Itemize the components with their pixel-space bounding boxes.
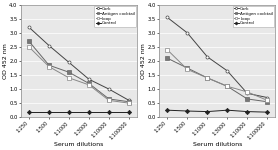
Cork (245, 92, 249, 94)
Loop (245, 91, 249, 93)
Loop (87, 84, 91, 86)
Antigen cocktail (166, 57, 169, 59)
Control (245, 111, 249, 112)
Antigen cocktail (27, 40, 31, 42)
Cork (186, 32, 189, 34)
Cork (27, 26, 31, 28)
Antigen cocktail (206, 77, 209, 79)
Cork (107, 88, 111, 90)
Antigen cocktail (186, 67, 189, 69)
Cork (87, 78, 91, 80)
Control (186, 110, 189, 112)
X-axis label: Serum dilutions: Serum dilutions (54, 142, 104, 147)
Line: Loop: Loop (166, 48, 269, 102)
Y-axis label: OD 452 nm: OD 452 nm (141, 43, 146, 79)
Line: Cork: Cork (166, 16, 269, 99)
Control (206, 111, 209, 112)
Loop (186, 69, 189, 70)
Antigen cocktail (245, 98, 249, 100)
X-axis label: Serum dilutions: Serum dilutions (193, 142, 242, 147)
Antigen cocktail (265, 101, 269, 103)
Control (225, 109, 229, 111)
Antigen cocktail (107, 98, 111, 100)
Line: Control: Control (28, 110, 130, 113)
Y-axis label: OD 452 nm: OD 452 nm (3, 43, 8, 79)
Line: Antigen cocktail: Antigen cocktail (28, 40, 130, 103)
Loop (47, 66, 51, 68)
Cork (206, 56, 209, 58)
Line: Control: Control (166, 109, 269, 114)
Line: Loop: Loop (28, 45, 130, 105)
Antigen cocktail (127, 101, 131, 103)
Antigen cocktail (87, 83, 91, 84)
Control (265, 111, 269, 113)
Control (27, 111, 31, 112)
Loop (225, 85, 229, 87)
Loop (27, 46, 31, 48)
Line: Cork: Cork (28, 26, 130, 102)
Control (107, 111, 111, 112)
Cork (47, 45, 51, 46)
Cork (127, 99, 131, 101)
Control (67, 111, 71, 112)
Legend: Cork, Antigen cocktail, Loop, Control: Cork, Antigen cocktail, Loop, Control (94, 6, 136, 27)
Cork (225, 70, 229, 72)
Loop (206, 77, 209, 79)
Cork (67, 61, 71, 63)
Loop (67, 77, 71, 79)
Control (47, 111, 51, 112)
Line: Antigen cocktail: Antigen cocktail (166, 57, 269, 103)
Control (87, 111, 91, 112)
Antigen cocktail (67, 71, 71, 73)
Loop (265, 99, 269, 101)
Cork (265, 97, 269, 98)
Loop (107, 99, 111, 101)
Control (127, 111, 131, 112)
Control (166, 109, 169, 111)
Cork (166, 16, 169, 18)
Legend: Cork, Antigen cocktail, Loop, Control: Cork, Antigen cocktail, Loop, Control (233, 6, 274, 27)
Antigen cocktail (225, 85, 229, 87)
Loop (127, 102, 131, 104)
Antigen cocktail (47, 64, 51, 66)
Loop (166, 49, 169, 51)
